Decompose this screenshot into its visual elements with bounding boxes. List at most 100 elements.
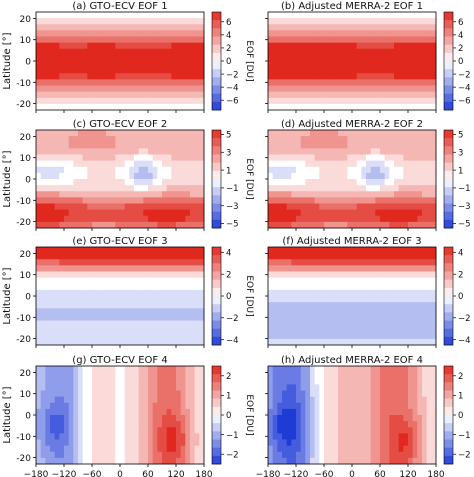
field-cell (120, 302, 126, 309)
field-cell (101, 209, 107, 217)
field-cell (426, 308, 432, 315)
field-cell (185, 61, 191, 68)
field-cell (431, 97, 437, 105)
field-cell (115, 142, 121, 149)
field-cell (199, 408, 205, 416)
field-cell (417, 390, 423, 398)
field-cell (352, 203, 358, 211)
field-cell (124, 372, 130, 379)
field-cell (268, 73, 274, 80)
field-cell (333, 61, 339, 68)
field-cell (389, 384, 395, 391)
field-cell (106, 415, 112, 422)
field-cell (431, 36, 437, 44)
field-cell (110, 197, 116, 204)
field-cell (412, 314, 418, 321)
field-cell (431, 247, 437, 254)
field-cell (78, 12, 84, 19)
field-cell (394, 402, 400, 410)
field-cell (194, 433, 200, 440)
field-cell (375, 457, 381, 465)
field-cell (110, 265, 116, 272)
field-cell (356, 314, 362, 321)
field-cell (403, 54, 409, 62)
field-cell (59, 271, 65, 279)
field-cell (268, 332, 274, 340)
field-cell (59, 73, 65, 80)
field-cell (45, 209, 51, 217)
field-cell (101, 48, 107, 56)
field-cell (324, 197, 330, 204)
field-cell (36, 390, 42, 398)
field-cell (101, 415, 107, 422)
field-cell (394, 42, 400, 50)
field-cell (324, 48, 330, 56)
field-cell (54, 12, 60, 19)
field-cell (333, 73, 339, 80)
field-cell (190, 154, 196, 162)
colorbar-step (212, 77, 221, 86)
field-cell (361, 326, 367, 334)
field-cell (176, 136, 182, 143)
field-cell (319, 91, 325, 99)
field-cell (40, 277, 46, 285)
field-cell (134, 396, 140, 404)
field-cell (190, 54, 196, 62)
field-cell (426, 61, 432, 68)
field-cell (190, 421, 196, 428)
field-cell (366, 378, 372, 385)
field-cell (176, 427, 182, 434)
field-cell (333, 30, 339, 37)
field-cell (310, 97, 316, 105)
field-cell (394, 396, 400, 404)
field-cell (394, 408, 400, 416)
field-cell (64, 408, 70, 416)
field-cell (398, 396, 404, 404)
field-cell (333, 259, 339, 266)
field-cell (328, 136, 334, 143)
field-cell (370, 253, 376, 260)
field-cell (282, 372, 288, 379)
field-cell (45, 91, 51, 99)
field-cell (138, 79, 144, 86)
field-cell (268, 427, 274, 434)
field-cell (352, 283, 358, 291)
panel-title: (c) GTO-ECV EOF 2 (73, 119, 168, 130)
field-cell (277, 215, 283, 223)
field-cell (286, 160, 292, 168)
colorbar-step (212, 187, 221, 196)
field-cell (366, 103, 372, 111)
field-cell (162, 79, 168, 86)
field-cell (50, 457, 56, 465)
field-cell (36, 277, 42, 285)
field-cell (176, 203, 182, 211)
field-cell (134, 191, 140, 198)
field-cell (101, 302, 107, 309)
field-cell (199, 402, 205, 410)
field-cell (143, 302, 149, 309)
field-cell (417, 191, 423, 198)
field-cell (166, 130, 172, 137)
field-cell (296, 402, 302, 410)
field-cell (143, 296, 149, 303)
field-cell (190, 136, 196, 143)
field-cell (194, 85, 200, 93)
field-cell (342, 79, 348, 86)
field-cell (384, 439, 390, 447)
field-cell (199, 209, 205, 217)
field-cell (180, 136, 186, 143)
field-cell (180, 209, 186, 217)
field-cell (152, 67, 158, 74)
field-cell (110, 320, 116, 328)
field-cell (199, 203, 205, 211)
field-cell (166, 283, 172, 291)
field-cell (333, 160, 339, 168)
field-cell (124, 283, 130, 291)
field-cell (296, 54, 302, 62)
field-cell (106, 433, 112, 440)
field-cell (54, 160, 60, 168)
field-cell (134, 283, 140, 291)
field-cell (314, 415, 320, 422)
